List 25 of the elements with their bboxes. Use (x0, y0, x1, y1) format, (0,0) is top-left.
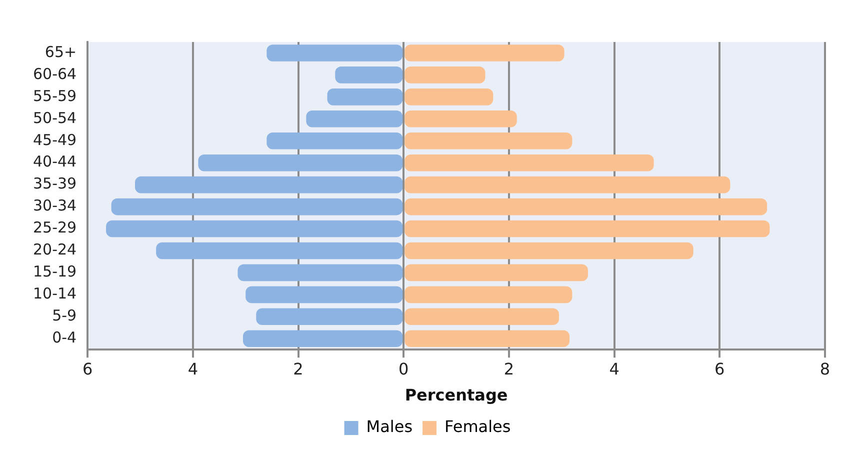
y-tick-label: 20-24 (32, 240, 77, 259)
x-tick-label: 0 (398, 359, 409, 378)
x-tick-label: 2 (504, 359, 514, 378)
x-tick-label: 2 (293, 359, 304, 378)
y-tick-label: 10-14 (32, 284, 77, 303)
y-tick-label: 55-59 (32, 86, 77, 105)
y-tick-label: 0-4 (52, 328, 77, 347)
x-tick-label: 4 (188, 359, 198, 378)
x-tick-label: 6 (82, 359, 93, 378)
legend-label: Males (366, 417, 413, 436)
legend-label: Females (444, 417, 511, 436)
x-axis-title: Percentage (404, 386, 508, 405)
x-tick-label: 4 (609, 359, 620, 378)
y-tick-label: 5-9 (52, 306, 77, 325)
x-tick-label: 6 (714, 359, 725, 378)
y-tick-label: 45-49 (32, 130, 77, 149)
x-tick-label: 8 (820, 359, 830, 378)
y-tick-label: 60-64 (32, 64, 77, 83)
y-tick-label: 30-34 (32, 196, 77, 215)
y-tick-label: 25-29 (32, 218, 77, 237)
y-tick-label: 40-44 (32, 152, 77, 171)
y-tick-label: 15-19 (32, 262, 77, 281)
y-tick-label: 50-54 (32, 108, 77, 127)
y-tick-label: 35-39 (32, 174, 77, 193)
y-tick-label: 65+ (44, 42, 77, 61)
